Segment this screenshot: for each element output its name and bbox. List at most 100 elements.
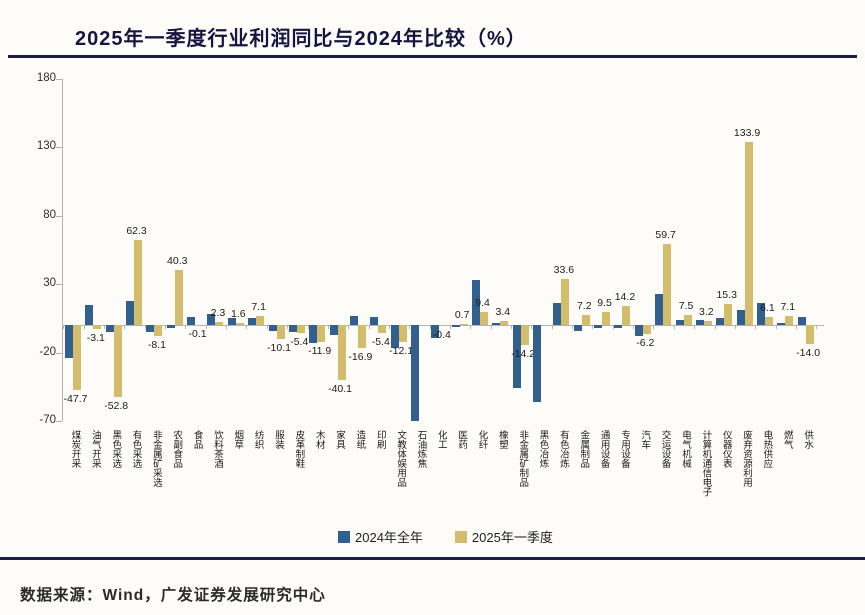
bar-2025q1 — [317, 325, 326, 342]
bar-2024 — [573, 325, 582, 331]
bar-value-label: 7.1 — [251, 300, 266, 313]
x-axis-category-label: 家具 — [334, 430, 346, 449]
bar-2024 — [288, 325, 297, 333]
bar-2025q1 — [195, 325, 204, 327]
bar-value-label: 6.1 — [760, 301, 775, 314]
bar-2025q1 — [561, 279, 570, 326]
bar-value-label: -14.0 — [796, 347, 821, 360]
category-axis-tick — [694, 325, 696, 330]
category-axis-tick — [348, 325, 350, 330]
x-axis-category-label: 化工 — [435, 430, 447, 449]
y-axis-tick — [56, 215, 62, 217]
category-axis-tick — [572, 325, 574, 330]
y-axis-tick — [56, 421, 62, 422]
bar-2024 — [634, 325, 643, 337]
chart-title: 2025年一季度行业利润同比与2024年比较（%） — [75, 28, 527, 50]
category-axis-tick — [246, 325, 248, 330]
x-axis-category-label: 交运设备 — [659, 430, 671, 468]
bar-value-label: -3.1 — [86, 332, 105, 345]
bar-value-label: -16.9 — [348, 351, 373, 364]
category-axis-tick — [612, 325, 614, 330]
legend-label-2024: 2024年全年 — [355, 530, 423, 545]
x-axis-category-label: 农副食品 — [171, 430, 183, 468]
bar-2024 — [349, 315, 358, 326]
bar-2024 — [329, 325, 338, 335]
x-axis-category-label: 废弃资源利用 — [741, 430, 753, 487]
bar-chart-plot-area: 180 130 80 30 -20 -70 -47.7 煤炭开采 -3.1 油气开采 -52.8 黑色… — [36, 72, 825, 497]
bar-2025q1 — [703, 320, 712, 326]
bar-value-label: -10.1 — [267, 342, 291, 355]
bar-2025q1 — [500, 320, 509, 326]
bar-2024 — [512, 325, 521, 389]
bar-2025q1 — [357, 325, 366, 349]
bar-2025q1 — [337, 325, 346, 381]
bar-2024 — [126, 301, 135, 326]
y-axis-tick — [56, 147, 62, 149]
bar-value-label: 2.3 — [210, 307, 226, 320]
bar-2025q1 — [73, 325, 81, 391]
bar-2025q1 — [622, 305, 631, 326]
x-axis-category-label: 仪器仪表 — [720, 430, 732, 468]
bar-2025q1 — [602, 312, 611, 326]
bar-value-label: 7.1 — [780, 300, 796, 313]
category-axis-tick — [511, 325, 513, 330]
bar-2024 — [451, 325, 460, 327]
legend-swatch-2024-icon — [338, 530, 350, 543]
category-axis-tick — [429, 325, 431, 330]
x-axis-category-label: 服装 — [273, 430, 284, 449]
bar-2024 — [85, 304, 94, 326]
bar-value-label: 9.4 — [475, 297, 490, 310]
category-axis-tick — [266, 325, 268, 330]
category-axis-tick — [205, 325, 207, 330]
bar-value-label: 40.3 — [167, 255, 188, 268]
category-axis-tick — [165, 325, 167, 330]
bar-value-label: 9.5 — [597, 297, 612, 310]
y-axis-tick-label: -70 — [39, 414, 56, 426]
bar-value-label: 1.6 — [230, 308, 246, 321]
category-axis-tick — [327, 325, 329, 330]
bar-2024 — [410, 325, 419, 421]
category-axis-tick — [633, 325, 635, 330]
bar-2025q1 — [642, 325, 651, 334]
bar-2024 — [390, 325, 399, 349]
bar-2025q1 — [785, 315, 794, 326]
category-axis-tick — [531, 325, 533, 330]
bar-2025q1 — [439, 325, 448, 327]
x-axis-category-label: 皮革制鞋 — [293, 430, 305, 468]
bar-value-label: -11.9 — [308, 344, 332, 357]
bar-2024 — [736, 310, 745, 326]
category-axis-tick — [592, 325, 594, 330]
title-divider — [8, 55, 857, 58]
bar-2025q1 — [398, 325, 407, 342]
x-axis-category-label: 电气机械 — [680, 430, 691, 468]
y-axis-tick-label: 130 — [36, 140, 56, 153]
x-axis-category-label: 饮料茶酒 — [211, 430, 223, 468]
x-axis-category-label: 医药 — [456, 430, 468, 449]
bar-2024 — [146, 325, 155, 333]
bar-value-label: -5.4 — [290, 335, 309, 348]
bar-2025q1 — [663, 243, 672, 326]
category-axis-tick — [490, 325, 492, 330]
category-axis-tick — [124, 325, 126, 330]
y-axis-tick — [56, 284, 62, 286]
category-axis-tick — [714, 325, 716, 330]
bar-2024 — [472, 280, 480, 326]
y-axis-tick-label: -20 — [39, 345, 56, 358]
legend-item-2024: 2024年全年 — [338, 527, 423, 546]
bar-2024 — [187, 317, 196, 326]
bar-2025q1 — [296, 325, 305, 333]
category-axis-tick — [368, 325, 370, 330]
x-axis-category-label: 燃气 — [781, 430, 793, 449]
footer-divider — [0, 557, 865, 560]
bar-2024 — [268, 325, 277, 331]
x-axis-category-label: 专用设备 — [618, 430, 630, 468]
x-axis-category-label: 印刷 — [374, 430, 386, 449]
x-axis-category-label: 金属制品 — [578, 430, 590, 468]
category-axis-tick — [653, 325, 655, 330]
bar-2025q1 — [215, 322, 224, 326]
x-axis-category-label: 有色采选 — [130, 430, 142, 468]
x-axis-category-label: 橡塑 — [496, 430, 508, 449]
bar-2024 — [227, 318, 236, 326]
bar-value-label: 133.9 — [733, 127, 761, 140]
category-axis-tick — [63, 325, 65, 330]
